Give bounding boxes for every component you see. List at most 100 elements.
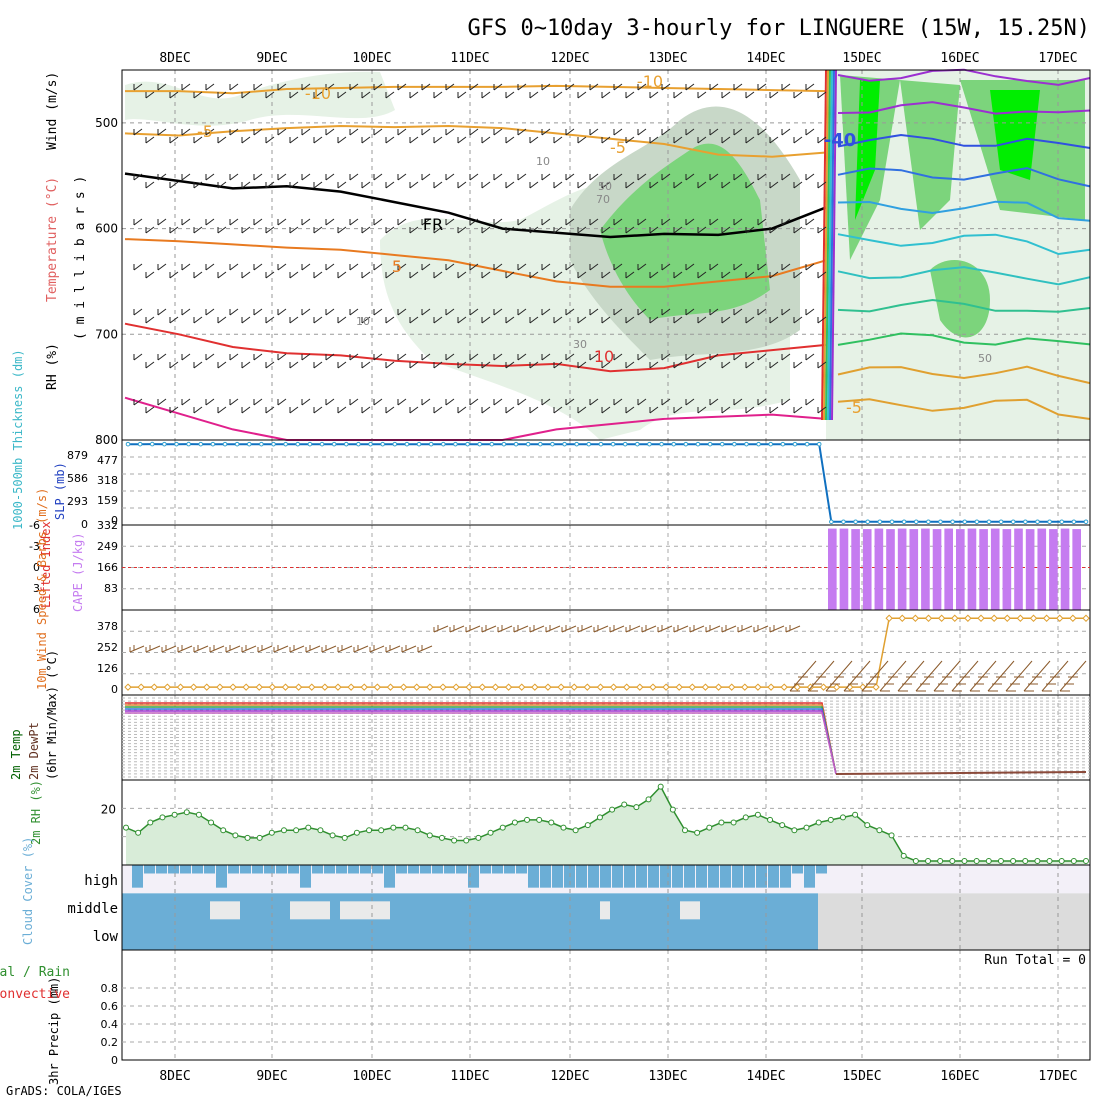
cloud-high-bar: [576, 865, 587, 888]
wind-barb: [637, 218, 647, 226]
thickness-marker: [913, 519, 919, 525]
wind-barb: [313, 316, 323, 324]
wind-barb: [353, 645, 369, 653]
thickness-marker: [319, 441, 325, 447]
cloud-high-bar: [600, 865, 611, 888]
wind-barb: [545, 625, 561, 633]
wind-barb: [217, 226, 227, 234]
thickness-marker: [440, 441, 446, 447]
wind-barb: [1023, 660, 1051, 692]
wind-barb: [241, 226, 251, 234]
cloud-high-bar: [792, 865, 803, 874]
rh2m-area: [126, 786, 1086, 865]
wind-barb: [685, 83, 695, 91]
wind-barb: [649, 316, 659, 324]
wind-barb: [301, 263, 311, 271]
rh2m-marker: [220, 827, 227, 834]
wind-speed-marker: [163, 683, 172, 691]
thickness-marker: [246, 441, 252, 447]
thickness-marker: [719, 441, 725, 447]
wind-barb: [373, 308, 383, 316]
wind-barb: [733, 398, 743, 406]
wind-barb: [781, 173, 791, 181]
wind-barb: [481, 136, 491, 144]
wind-barb: [145, 271, 155, 279]
wind-barb: [385, 91, 395, 99]
rh2m-marker: [633, 804, 640, 811]
cloud-high-bar: [660, 865, 671, 888]
cloud-high-bar: [156, 865, 167, 874]
wind-speed-marker: [465, 683, 473, 691]
wind-barb: [229, 128, 239, 136]
wind-barb: [193, 136, 203, 144]
wind-barb: [649, 136, 659, 144]
wind-speed-marker: [1082, 614, 1090, 622]
thickness-marker: [877, 519, 883, 525]
wind-barb: [685, 398, 695, 406]
cloud-high-bar: [612, 865, 623, 888]
wind-barb: [397, 83, 407, 91]
cloud-high-bar: [636, 865, 647, 888]
wind-speed-marker: [662, 683, 670, 691]
thickness-marker: [489, 441, 495, 447]
isotherm-line: [124, 322, 827, 373]
wind-barb: [361, 271, 371, 279]
wind-barb: [793, 406, 803, 414]
wind-barb: [133, 398, 143, 406]
cape-bar: [932, 529, 942, 610]
lifted-tick-label: 0: [33, 561, 40, 574]
wind-speed-marker: [478, 683, 487, 691]
wind-barb: [433, 91, 443, 99]
rh2m-marker: [536, 816, 543, 823]
wind-barb: [369, 645, 385, 653]
thickness-marker: [829, 519, 834, 525]
thickness-marker: [259, 441, 264, 447]
wind-barb: [577, 361, 587, 369]
rh2m-marker: [208, 819, 215, 826]
wind-speed-marker: [531, 683, 539, 691]
wind-barb: [493, 128, 503, 136]
wind-barb: [933, 660, 961, 692]
wind-barb: [157, 263, 167, 271]
rh2m-marker: [1058, 858, 1065, 864]
rh2m-marker: [280, 827, 287, 834]
wind-barb: [445, 398, 455, 406]
thickness-marker: [986, 519, 992, 525]
rh2m-marker: [1083, 858, 1089, 864]
precip-ylabel-3: Convective: [0, 987, 70, 1002]
wind-barb: [529, 136, 539, 144]
wind-barb: [257, 645, 273, 653]
wind-barb: [401, 645, 417, 653]
wind-barb: [609, 625, 625, 633]
thickness-marker: [647, 441, 652, 447]
wind-barb: [733, 218, 743, 226]
wind-speed-marker: [937, 614, 946, 622]
thickness-marker: [404, 441, 410, 447]
upper-y-tick-label: 800: [95, 433, 118, 447]
wind-barb: [805, 128, 815, 136]
bottom-x-tick-label: 17DEC: [1038, 1069, 1077, 1084]
temp-line: [125, 712, 837, 775]
wind-barb: [305, 645, 321, 653]
slp-tick-label: 0: [81, 518, 88, 531]
wind-barb: [349, 83, 359, 91]
rh2m-marker: [937, 858, 944, 864]
thickness-ylabel: 1000-500mb Thickness (dm): [11, 349, 25, 530]
isotherm-transition: [823, 69, 829, 421]
cloud-high-bar: [132, 865, 143, 888]
wind-barb: [349, 263, 359, 271]
lifted-tick-label: 6: [33, 603, 40, 616]
run-total-label: Run Total = 0: [984, 953, 1086, 968]
wind-speed-marker: [268, 683, 277, 691]
wind-barb: [445, 128, 455, 136]
wind-barb: [757, 128, 767, 136]
wind-barb: [385, 316, 395, 324]
wind-speed-marker: [727, 683, 736, 691]
wind-speed-marker: [360, 683, 368, 691]
wind-barb: [409, 406, 419, 414]
temp-ylabel-2: 2m DewPt: [27, 722, 41, 780]
isotherm-transition: [827, 69, 833, 421]
cape-bar: [944, 528, 953, 610]
wind-barb: [589, 398, 599, 406]
wind-speed-marker: [780, 683, 788, 691]
